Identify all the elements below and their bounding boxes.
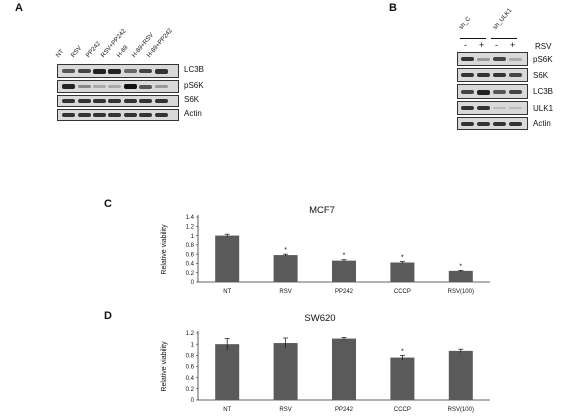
panel-label-c: C xyxy=(104,198,112,210)
group-label: sh_ULK1 xyxy=(491,6,514,32)
chart-title: SW620 xyxy=(304,313,335,324)
x-tick-label: PP242 xyxy=(335,407,354,413)
y-tick-label: 0.8 xyxy=(186,243,195,249)
blot-strip-ps6k xyxy=(457,52,528,66)
y-tick-label: 1.2 xyxy=(186,331,195,337)
y-tick-label: 0.2 xyxy=(186,387,195,393)
y-tick-label: 0 xyxy=(191,280,195,286)
y-tick-label: 0 xyxy=(191,398,195,404)
blot-strip-lc3b xyxy=(457,84,528,99)
x-tick-label: NT xyxy=(223,407,231,413)
y-tick-label: 0.4 xyxy=(186,262,195,268)
blot-row-label: LC3B xyxy=(184,65,205,74)
panel-label-b: B xyxy=(389,2,397,14)
lane-label: NT xyxy=(54,48,66,59)
y-tick-label: 0.8 xyxy=(186,354,195,360)
blot-strip-actin xyxy=(457,117,528,130)
blot-strip-s6k xyxy=(57,95,179,107)
bar xyxy=(215,344,240,400)
significance-marker: * xyxy=(284,247,287,254)
group-bracket xyxy=(460,38,486,39)
x-tick-label: CCCP xyxy=(394,289,411,295)
x-tick-label: NT xyxy=(223,289,231,295)
bar-chart-sw620: SW620 Relative viability 0 0.2 0.4 0.6 0.8 1 1.2… xyxy=(161,313,490,413)
y-tick-label: 0.2 xyxy=(186,271,195,277)
bar xyxy=(448,270,473,282)
blot-strip-actin xyxy=(57,109,179,121)
blot-row-label: pS6K xyxy=(533,55,553,64)
blot-row-label: ULK1 xyxy=(533,104,554,113)
blot-row-label: Actin xyxy=(184,109,202,118)
bar xyxy=(448,350,473,400)
x-tick-label: PP242 xyxy=(335,289,354,295)
x-tick-label: RSV xyxy=(279,289,291,295)
treatment-sign: - xyxy=(495,40,498,50)
bar xyxy=(273,255,298,282)
group-bracket xyxy=(491,38,517,39)
blot-strip-ulk1 xyxy=(457,101,528,115)
significance-marker: * xyxy=(401,348,404,355)
x-tick-label: RSV(100) xyxy=(448,289,474,295)
blot-row-label: S6K xyxy=(184,95,200,104)
treatment-sign: + xyxy=(479,40,485,50)
group-label: sh_C xyxy=(457,15,473,31)
bar xyxy=(273,343,298,400)
significance-marker: * xyxy=(459,263,462,270)
y-tick-label: 0.6 xyxy=(186,252,195,258)
significance-marker: * xyxy=(343,253,346,260)
y-axis-label: Relative viability xyxy=(161,224,168,275)
panel-label-d: D xyxy=(104,310,112,322)
y-tick-label: 1 xyxy=(191,342,195,348)
bar xyxy=(332,260,356,282)
y-tick-label: 1.2 xyxy=(186,224,195,230)
blot-strip-s6k xyxy=(457,68,528,82)
blot-row-label: S6K xyxy=(533,71,549,80)
chart-title: MCF7 xyxy=(309,205,335,216)
treatment-label: RSV xyxy=(535,42,552,51)
treatment-sign: - xyxy=(464,40,467,50)
lane-label: H-89 xyxy=(115,44,130,59)
x-tick-label: CCCP xyxy=(394,407,411,413)
bar xyxy=(390,262,415,282)
significance-marker: * xyxy=(401,255,404,262)
blot-row-label: pS6K xyxy=(184,81,204,90)
y-tick-label: 0.4 xyxy=(186,376,195,382)
blot-row-label: LC3B xyxy=(533,87,554,96)
panel-label-a: A xyxy=(15,2,23,14)
bar xyxy=(332,338,356,400)
x-tick-label: RSV(100) xyxy=(448,407,474,413)
bar-chart-mcf7: MCF7 Relative viability 0 0.2 0.4 0.6 0.8 1 1.2 1… xyxy=(161,205,490,295)
bar xyxy=(390,357,415,400)
y-axis-label: Relative viability xyxy=(161,341,168,392)
blot-row-label: Actin xyxy=(533,119,551,128)
lane-label: RSV xyxy=(69,44,84,59)
y-tick-label: 1.4 xyxy=(186,215,195,221)
y-tick-label: 0.6 xyxy=(186,365,195,371)
bar xyxy=(215,235,240,282)
blot-strip-lc3b xyxy=(57,64,179,78)
y-tick-label: 1 xyxy=(191,234,195,240)
lane-label: PP242 xyxy=(84,40,102,59)
treatment-sign: + xyxy=(510,40,516,50)
blot-strip-ps6k xyxy=(57,80,179,93)
x-tick-label: RSV xyxy=(279,407,291,413)
